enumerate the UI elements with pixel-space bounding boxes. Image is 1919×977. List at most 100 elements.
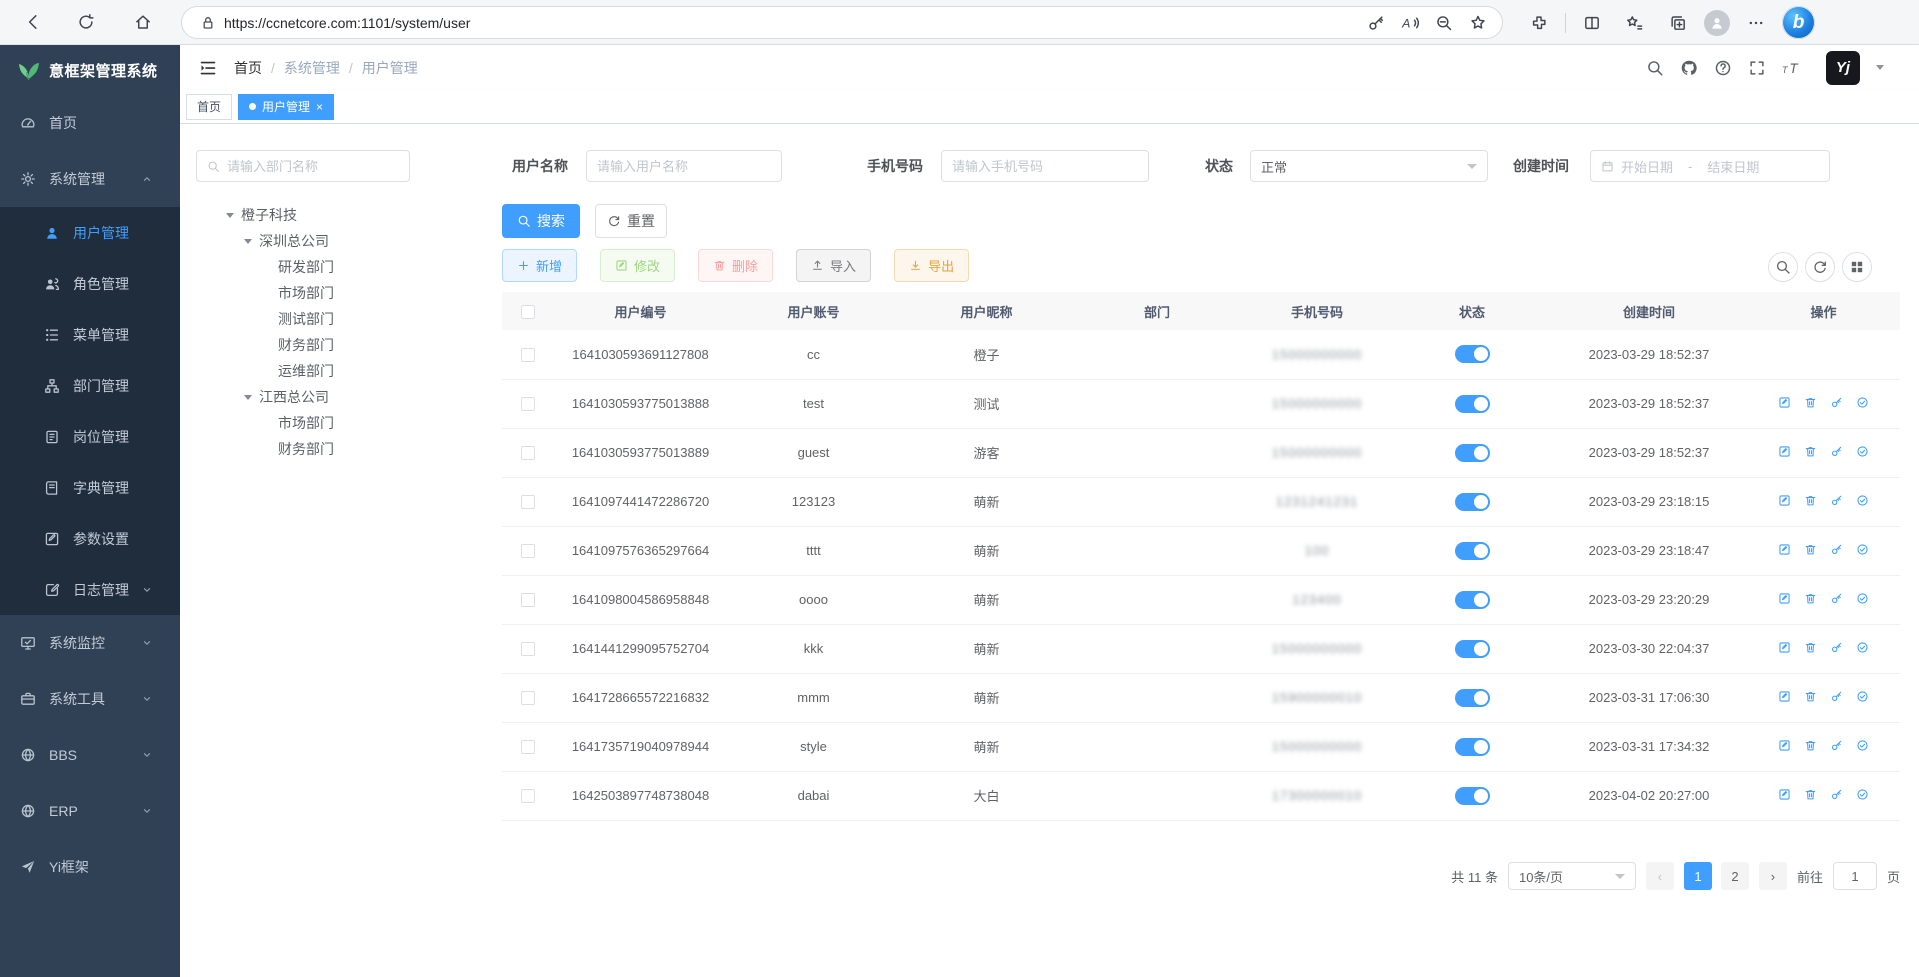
user-avatar[interactable]: Yj — [1826, 50, 1860, 85]
phone-field[interactable] — [941, 150, 1149, 182]
browser-menu-button[interactable] — [1739, 6, 1773, 40]
delete-icon[interactable] — [1804, 690, 1817, 703]
refresh-table-button[interactable] — [1805, 252, 1835, 282]
sidebar-item-BBS[interactable]: BBS — [0, 727, 180, 783]
select-all-checkbox[interactable] — [521, 304, 535, 319]
sidebar-item-部门管理[interactable]: 部门管理 — [0, 360, 180, 411]
tree-node-市场部门[interactable]: 市场部门 — [180, 410, 480, 436]
browser-reload-button[interactable] — [69, 5, 103, 39]
tag-首页[interactable]: 首页 — [186, 93, 233, 120]
sidebar-toggle-icon[interactable] — [198, 58, 218, 78]
edit-icon[interactable] — [1778, 445, 1791, 458]
assign-role-icon[interactable] — [1856, 690, 1869, 703]
delete-icon[interactable] — [1804, 396, 1817, 409]
avatar-caret-icon[interactable] — [1876, 65, 1884, 70]
status-toggle[interactable] — [1454, 639, 1490, 658]
status-select[interactable]: 正常 — [1250, 150, 1488, 182]
read-aloud-icon[interactable]: A — [1398, 11, 1422, 35]
row-checkbox[interactable] — [521, 495, 535, 510]
date-start-placeholder[interactable]: 开始日期 — [1621, 159, 1674, 175]
sidebar-item-参数设置[interactable]: 参数设置 — [0, 513, 180, 564]
status-toggle[interactable] — [1454, 786, 1490, 805]
help-icon[interactable] — [1714, 59, 1732, 77]
row-checkbox[interactable] — [521, 544, 535, 559]
tree-node-江西总公司[interactable]: 江西总公司 — [180, 384, 480, 410]
assign-role-icon[interactable] — [1856, 396, 1869, 409]
sidebar-item-用户管理[interactable]: 用户管理 — [0, 207, 180, 258]
tree-node-深圳总公司[interactable]: 深圳总公司 — [180, 228, 480, 254]
row-checkbox[interactable] — [521, 740, 535, 755]
split-screen-button[interactable] — [1575, 6, 1609, 40]
add-button[interactable]: 新增 — [502, 249, 578, 282]
reset-password-icon[interactable] — [1830, 543, 1843, 556]
assign-role-icon[interactable] — [1856, 739, 1869, 752]
show-search-button[interactable] — [1768, 252, 1798, 282]
reset-password-icon[interactable] — [1830, 592, 1843, 605]
tag-用户管理[interactable]: 用户管理 × — [238, 93, 335, 120]
row-checkbox[interactable] — [521, 642, 535, 657]
edit-icon[interactable] — [1778, 690, 1791, 703]
close-icon[interactable]: × — [316, 99, 324, 114]
sidebar-item-ERP[interactable]: ERP — [0, 783, 180, 839]
breadcrumb-item[interactable]: 首页 — [234, 59, 262, 76]
edit-icon[interactable] — [1778, 739, 1791, 752]
delete-icon[interactable] — [1804, 494, 1817, 507]
url-text[interactable]: https://ccnetcore.com:1101/system/user — [224, 14, 471, 31]
tree-expand-icon[interactable] — [226, 212, 234, 218]
reset-password-icon[interactable] — [1830, 641, 1843, 654]
import-button[interactable]: 导入 — [796, 249, 872, 282]
dept-search-input[interactable] — [227, 158, 399, 174]
username-field[interactable] — [586, 150, 782, 182]
page-1[interactable]: 1 — [1683, 862, 1712, 890]
row-checkbox[interactable] — [521, 789, 535, 804]
tree-node-运维部门[interactable]: 运维部门 — [180, 358, 480, 384]
tree-node-财务部门[interactable]: 财务部门 — [180, 436, 480, 462]
edit-icon[interactable] — [1778, 788, 1791, 801]
goto-page-input[interactable] — [1832, 862, 1877, 890]
extensions-button[interactable] — [1522, 6, 1556, 40]
phone-input[interactable] — [952, 158, 1138, 174]
assign-role-icon[interactable] — [1856, 592, 1869, 605]
assign-role-icon[interactable] — [1856, 641, 1869, 654]
add-favorite-icon[interactable] — [1466, 11, 1490, 35]
status-toggle[interactable] — [1454, 394, 1490, 413]
sidebar-item-Yi框架[interactable]: Yi框架 — [0, 839, 180, 895]
status-toggle[interactable] — [1454, 345, 1490, 364]
prev-page-button[interactable]: ‹ — [1645, 862, 1674, 890]
status-toggle[interactable] — [1454, 590, 1490, 609]
tree-node-市场部门[interactable]: 市场部门 — [180, 280, 480, 306]
reset-button[interactable]: 重置 — [595, 204, 667, 238]
browser-back-button[interactable] — [16, 5, 50, 39]
page-2[interactable]: 2 — [1720, 862, 1749, 890]
edit-icon[interactable] — [1778, 543, 1791, 556]
row-checkbox[interactable] — [521, 446, 535, 461]
address-bar[interactable]: https://ccnetcore.com:1101/system/user A — [181, 6, 1503, 39]
sidebar-item-系统管理[interactable]: 系统管理 — [0, 151, 180, 207]
delete-icon[interactable] — [1804, 739, 1817, 752]
fullscreen-icon[interactable] — [1748, 59, 1766, 77]
edit-button[interactable]: 修改 — [600, 249, 676, 282]
password-icon[interactable] — [1364, 11, 1388, 35]
row-checkbox[interactable] — [521, 348, 535, 363]
sidebar-item-角色管理[interactable]: 角色管理 — [0, 258, 180, 309]
sidebar-item-系统工具[interactable]: 系统工具 — [0, 671, 180, 727]
delete-icon[interactable] — [1804, 788, 1817, 801]
delete-icon[interactable] — [1804, 641, 1817, 654]
tree-expand-icon[interactable] — [244, 238, 252, 244]
assign-role-icon[interactable] — [1856, 788, 1869, 801]
reset-password-icon[interactable] — [1830, 445, 1843, 458]
reset-password-icon[interactable] — [1830, 690, 1843, 703]
page-size-select[interactable]: 10条/页 — [1507, 862, 1636, 890]
reset-password-icon[interactable] — [1830, 494, 1843, 507]
tree-node-财务部门[interactable]: 财务部门 — [180, 332, 480, 358]
reset-password-icon[interactable] — [1830, 788, 1843, 801]
row-checkbox[interactable] — [521, 397, 535, 412]
date-end-placeholder[interactable]: 结束日期 — [1707, 159, 1760, 175]
sidebar-item-菜单管理[interactable]: 菜单管理 — [0, 309, 180, 360]
delete-icon[interactable] — [1804, 592, 1817, 605]
column-settings-button[interactable] — [1842, 252, 1872, 282]
row-checkbox[interactable] — [521, 691, 535, 706]
date-range-field[interactable]: 开始日期 - 结束日期 — [1590, 150, 1830, 182]
sidebar-item-日志管理[interactable]: 日志管理 — [0, 564, 180, 615]
sidebar-item-岗位管理[interactable]: 岗位管理 — [0, 411, 180, 462]
